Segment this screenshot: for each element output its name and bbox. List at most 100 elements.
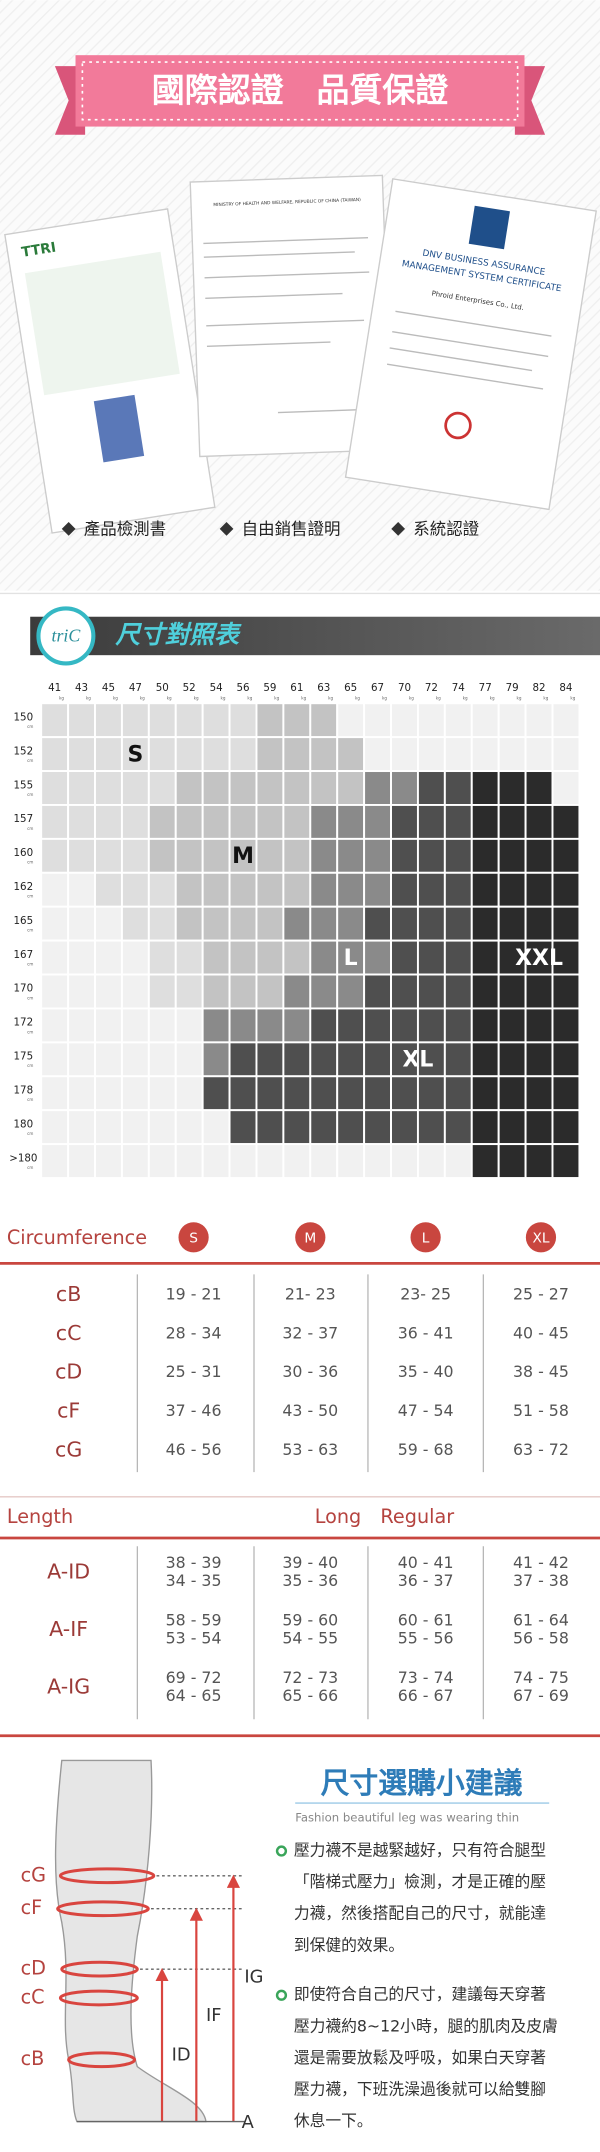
weight-unit: kg (113, 695, 118, 700)
size-cell (174, 905, 204, 942)
weight-label: 45 (102, 682, 115, 694)
size-cell (94, 770, 123, 806)
weight-label: 56 (236, 682, 249, 694)
size-cell (443, 804, 473, 840)
bullet (275, 1845, 288, 1857)
size-cell (255, 1007, 285, 1044)
size-cell (201, 939, 231, 976)
size-cell (201, 973, 231, 1010)
height-label: 160 (14, 847, 34, 859)
weight-unit: kg (490, 695, 495, 700)
size-cell (174, 973, 204, 1010)
cell-value: 37 - 46 (166, 1401, 222, 1420)
weight-label: 65 (344, 682, 357, 694)
weight-label: 79 (506, 682, 519, 694)
size-cell (255, 1109, 285, 1146)
size-cell (228, 905, 258, 942)
size-cell (174, 1041, 204, 1078)
size-cell (201, 1143, 231, 1179)
size-cell (67, 871, 96, 908)
size-badge-label: S (189, 1231, 198, 1247)
size-cell (174, 770, 204, 806)
size-cell (94, 905, 123, 942)
size-cell (497, 871, 527, 908)
cell-value: 67 - 69 (513, 1686, 569, 1705)
certificate: DNV BUSINESS ASSURANCE MANAGEMENT SYSTEM… (344, 178, 598, 511)
size-cell (363, 837, 392, 874)
size-cell (201, 770, 231, 806)
size-cell (363, 1109, 392, 1146)
size-cell (94, 1075, 123, 1112)
certificate-seal (444, 411, 472, 440)
size-cell (94, 1041, 123, 1078)
row-label: A-ID (47, 1559, 90, 1583)
certificate-body (24, 251, 180, 396)
size-cell (228, 973, 258, 1010)
size-cell (94, 1109, 123, 1146)
size-cell (497, 702, 527, 739)
size-cell (147, 1143, 177, 1179)
size-badge-label: XL (532, 1231, 549, 1247)
cell-value: 66 - 67 (398, 1686, 454, 1705)
size-cell (282, 871, 312, 908)
size-cell (416, 702, 446, 739)
size-cell (120, 702, 150, 739)
size-cell (390, 1075, 419, 1112)
weight-unit: kg (86, 695, 91, 700)
size-cell (524, 1007, 554, 1044)
size-cell (147, 905, 177, 942)
ribbon-stitch (81, 61, 519, 121)
table-subtitle: Long Regular (315, 1505, 455, 1528)
size-cell (67, 804, 96, 840)
size-cell (94, 702, 123, 739)
size-cell (174, 702, 204, 739)
size-cell (336, 1041, 366, 1078)
cell-value: 23- 25 (400, 1284, 451, 1303)
size-cell (416, 973, 446, 1010)
size-cell (497, 770, 527, 806)
size-cell (336, 736, 366, 773)
height-unit: cm (27, 995, 33, 1000)
size-cell (147, 1109, 177, 1146)
size-cell (40, 837, 70, 874)
size-cell (390, 939, 419, 976)
height-label: 180 (14, 1118, 34, 1130)
size-cell (228, 939, 258, 976)
size-label: M (232, 844, 254, 869)
size-cell (282, 939, 312, 976)
weight-unit: kg (436, 695, 441, 700)
cell-value: 65 - 66 (282, 1686, 338, 1705)
size-cell (363, 1007, 392, 1044)
size-cell (363, 702, 392, 739)
advice-text: 即使符合自己的尺寸，建議每天穿著 (294, 1985, 546, 2004)
size-cell (443, 1143, 473, 1179)
size-cell (524, 1143, 554, 1179)
size-cell (336, 702, 366, 739)
advice-text: 還是需要放鬆及呼吸，如果白天穿著 (294, 2048, 546, 2067)
size-cell (120, 1075, 150, 1112)
size-cell (390, 871, 419, 908)
size-cell (551, 871, 581, 908)
weight-label: 72 (425, 682, 438, 694)
size-cell (390, 770, 419, 806)
size-cell (147, 837, 177, 874)
size-cell (67, 770, 96, 806)
size-cell (416, 939, 446, 976)
cell-value: 61 - 64 (513, 1611, 569, 1630)
cert-title: 國際認證 品質保證 (152, 71, 450, 110)
cell-value: 55 - 56 (398, 1628, 454, 1647)
size-cell (94, 1007, 123, 1044)
logo: triC (52, 625, 82, 645)
size-cell (309, 1007, 339, 1044)
size-cell (443, 973, 473, 1010)
size-cell (363, 871, 392, 908)
size-cell (551, 1041, 581, 1078)
size-cell (470, 837, 500, 874)
size-cell (497, 1143, 527, 1179)
weight-label: 82 (532, 682, 545, 694)
size-cell (390, 973, 419, 1010)
cell-value: 43 - 50 (282, 1401, 338, 1420)
weight-unit: kg (355, 695, 360, 700)
size-cell (120, 905, 150, 942)
